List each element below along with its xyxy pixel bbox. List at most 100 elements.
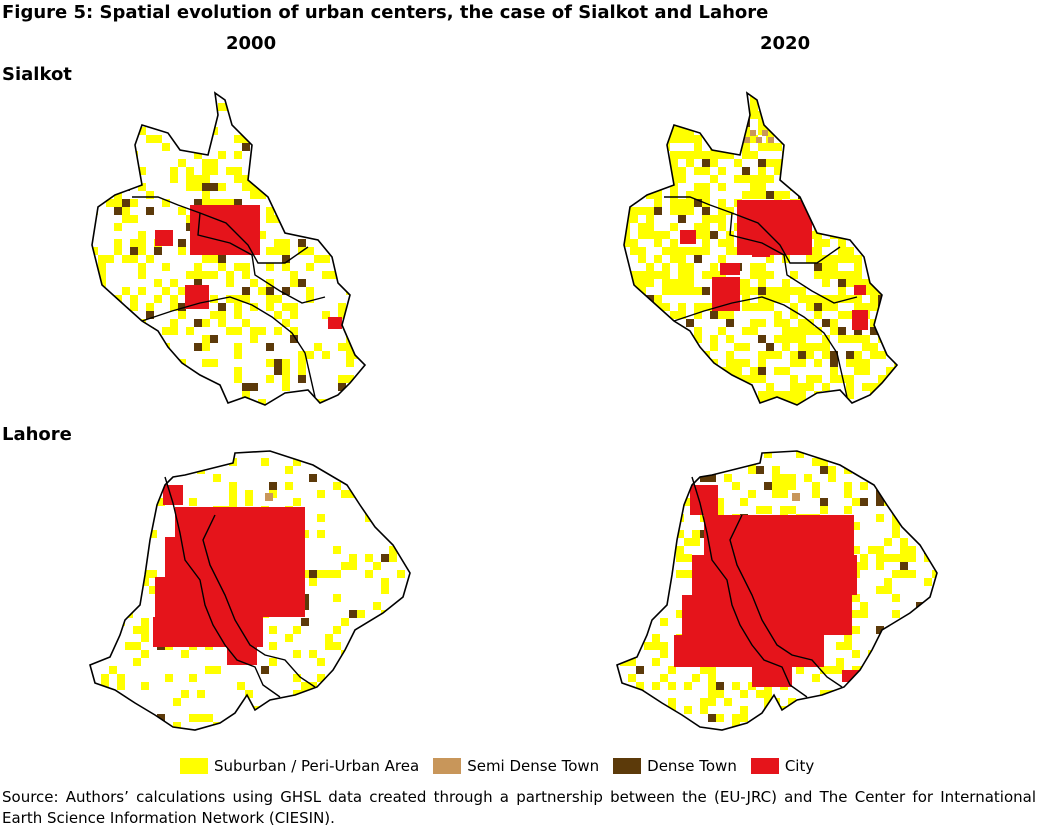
suburban-cell <box>93 586 101 594</box>
suburban-cell <box>838 271 846 279</box>
suburban-cell <box>838 159 846 167</box>
suburban-cell <box>878 127 886 135</box>
suburban-cell <box>98 271 106 279</box>
suburban-cell <box>750 303 758 311</box>
source-note: Source: Authors’ calculations using GHSL… <box>2 788 1036 827</box>
suburban-cell <box>726 239 734 247</box>
suburban-cell <box>734 159 742 167</box>
dense-town-cell <box>838 279 846 287</box>
suburban-cell <box>772 466 780 474</box>
suburban-cell <box>109 666 117 674</box>
suburban-cell <box>106 183 114 191</box>
suburban-cell <box>846 311 854 319</box>
suburban-cell <box>624 231 630 239</box>
suburban-cell <box>868 706 876 714</box>
suburban-cell <box>878 207 886 215</box>
suburban-cell <box>788 506 796 514</box>
suburban-cell <box>644 522 652 530</box>
dense-town-cell <box>798 191 806 199</box>
suburban-cell <box>314 207 322 215</box>
suburban-cell <box>662 303 670 311</box>
dense-town-cell <box>838 327 846 335</box>
suburban-cell <box>114 111 122 119</box>
suburban-cell <box>285 466 293 474</box>
suburban-cell <box>830 255 838 263</box>
suburban-cell <box>748 466 756 474</box>
suburban-cell <box>92 383 98 391</box>
city-area <box>175 507 305 537</box>
suburban-cell <box>205 666 213 674</box>
suburban-cell <box>624 391 630 399</box>
suburban-cell <box>870 247 878 255</box>
suburban-cell <box>814 255 822 263</box>
suburban-cell <box>98 119 106 127</box>
dense-town-cell <box>854 327 862 335</box>
suburban-cell <box>750 135 758 143</box>
suburban-cell <box>101 522 109 530</box>
suburban-cell <box>234 407 242 415</box>
dense-town-cell <box>654 207 662 215</box>
suburban-cell <box>838 111 846 119</box>
suburban-cell <box>830 143 838 151</box>
suburban-cell <box>916 690 924 698</box>
suburban-cell <box>646 215 654 223</box>
suburban-cell <box>670 367 678 375</box>
suburban-cell <box>788 714 796 722</box>
suburban-cell <box>234 327 242 335</box>
suburban-cell <box>838 103 846 111</box>
suburban-cell <box>846 391 854 399</box>
suburban-cell <box>670 95 678 103</box>
suburban-cell <box>122 111 130 119</box>
suburban-cell <box>365 674 373 682</box>
suburban-cell <box>932 538 937 546</box>
suburban-cell <box>900 642 908 650</box>
suburban-cell <box>285 482 293 490</box>
suburban-cell <box>157 730 165 738</box>
dense-town-cell <box>870 271 878 279</box>
suburban-cell <box>341 490 349 498</box>
suburban-cell <box>932 602 937 610</box>
suburban-cell <box>668 666 676 674</box>
suburban-cell <box>92 351 98 359</box>
dense-town-cell <box>624 167 630 175</box>
suburban-cell <box>860 738 868 746</box>
suburban-cell <box>726 143 734 151</box>
suburban-cell <box>678 207 686 215</box>
suburban-cell <box>109 514 117 522</box>
suburban-cell <box>916 666 924 674</box>
suburban-cell <box>790 311 798 319</box>
suburban-cell <box>876 562 884 570</box>
suburban-cell <box>694 367 702 375</box>
suburban-cell <box>726 383 734 391</box>
suburban-cell <box>710 135 718 143</box>
suburban-cell <box>306 263 314 271</box>
dense-town-cell <box>900 562 908 570</box>
suburban-cell <box>638 351 646 359</box>
suburban-cell <box>846 407 854 415</box>
suburban-cell <box>870 391 878 399</box>
dense-town-cell <box>638 127 646 135</box>
suburban-cell <box>750 287 758 295</box>
suburban-cell <box>357 490 365 498</box>
suburban-cell <box>846 335 854 343</box>
dense-town-cell <box>624 287 630 295</box>
suburban-cell <box>686 127 694 135</box>
suburban-cell <box>330 103 338 111</box>
suburban-cell <box>92 247 98 255</box>
suburban-cell <box>854 263 862 271</box>
suburban-cell <box>133 578 141 586</box>
suburban-cell <box>646 279 654 287</box>
suburban-cell <box>234 343 242 351</box>
suburban-cell <box>894 383 897 391</box>
suburban-cell <box>686 247 694 255</box>
suburban-cell <box>750 111 758 119</box>
suburban-cell <box>662 351 670 359</box>
suburban-cell <box>630 303 638 311</box>
city-label-sialkot: Sialkot <box>2 64 72 85</box>
suburban-cell <box>130 215 138 223</box>
suburban-cell <box>916 658 924 666</box>
suburban-cell <box>668 522 676 530</box>
suburban-cell <box>630 271 638 279</box>
suburban-cell <box>758 143 766 151</box>
suburban-cell <box>133 658 141 666</box>
